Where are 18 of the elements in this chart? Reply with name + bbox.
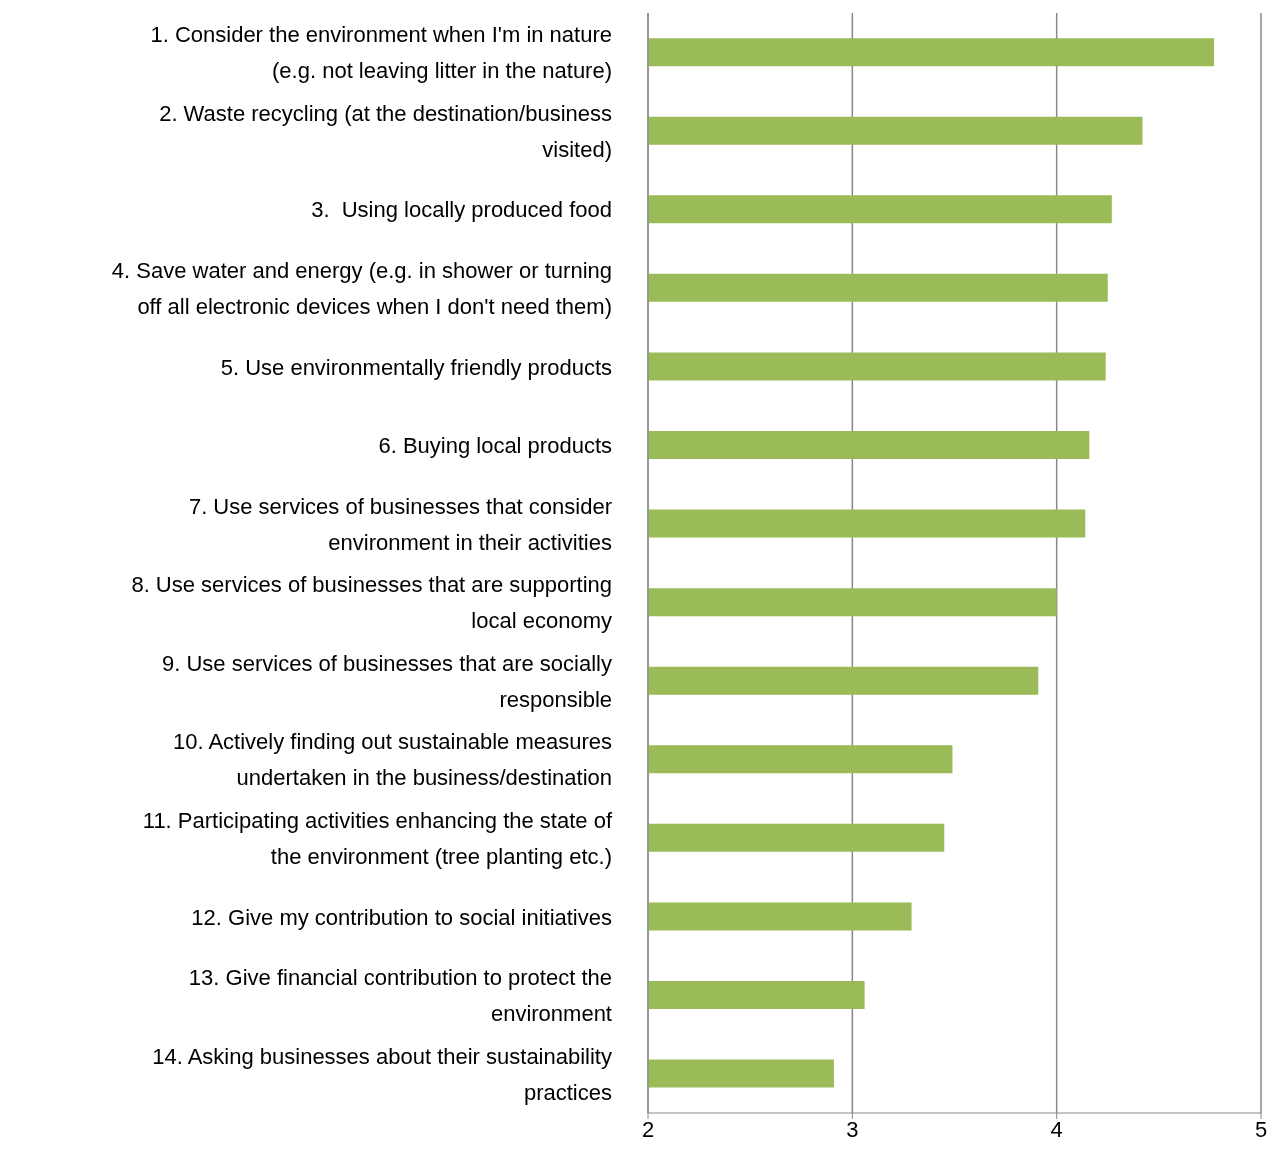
y-tick-label: 4. Save water and energy (e.g. in shower or turning off all electronic devices when I don't need them) — [111, 258, 612, 319]
x-tick-label: 4 — [1050, 1116, 1063, 1142]
y-tick-label: 12. Give my contribution to social initiatives — [191, 904, 612, 930]
x-tick-label: 2 — [641, 1116, 655, 1142]
y-tick-label: 7. Use services of businesses that consider environment in their activities — [188, 493, 612, 555]
y-tick-label: 6. Buying local products — [378, 433, 612, 459]
x-tick-label: 3 — [846, 1116, 859, 1142]
y-tick-label: 9. Use services of businesses that are socially responsible — [162, 650, 612, 712]
y-tick-label: 10. Actively finding out sustainable measures undertaken in the business/destination — [172, 729, 612, 791]
y-tick-label: 11. Participating activities enhancing the state of the environment (tree planting etc.) — [142, 808, 613, 869]
y-tick-label: 5. Use environmentally friendly products — [220, 354, 612, 380]
y-tick-label: 1. Consider the environment when I'm in nature (e.g. not leaving litter in the nature) — [150, 22, 612, 84]
y-tick-label: 13. Give financial contribution to protect the environment — [188, 965, 612, 1027]
x-tick-label: 5 — [1254, 1116, 1268, 1142]
y-tick-label: 2. Waste recycling (at the destination/business visited) — [159, 100, 612, 162]
y-tick-label: 3. Using locally produced food — [311, 197, 612, 223]
y-tick-label: 8. Use services of businesses that are supporting local economy — [131, 572, 612, 634]
y-tick-label: 14. Asking businesses about their sustainability practices — [152, 1043, 612, 1105]
